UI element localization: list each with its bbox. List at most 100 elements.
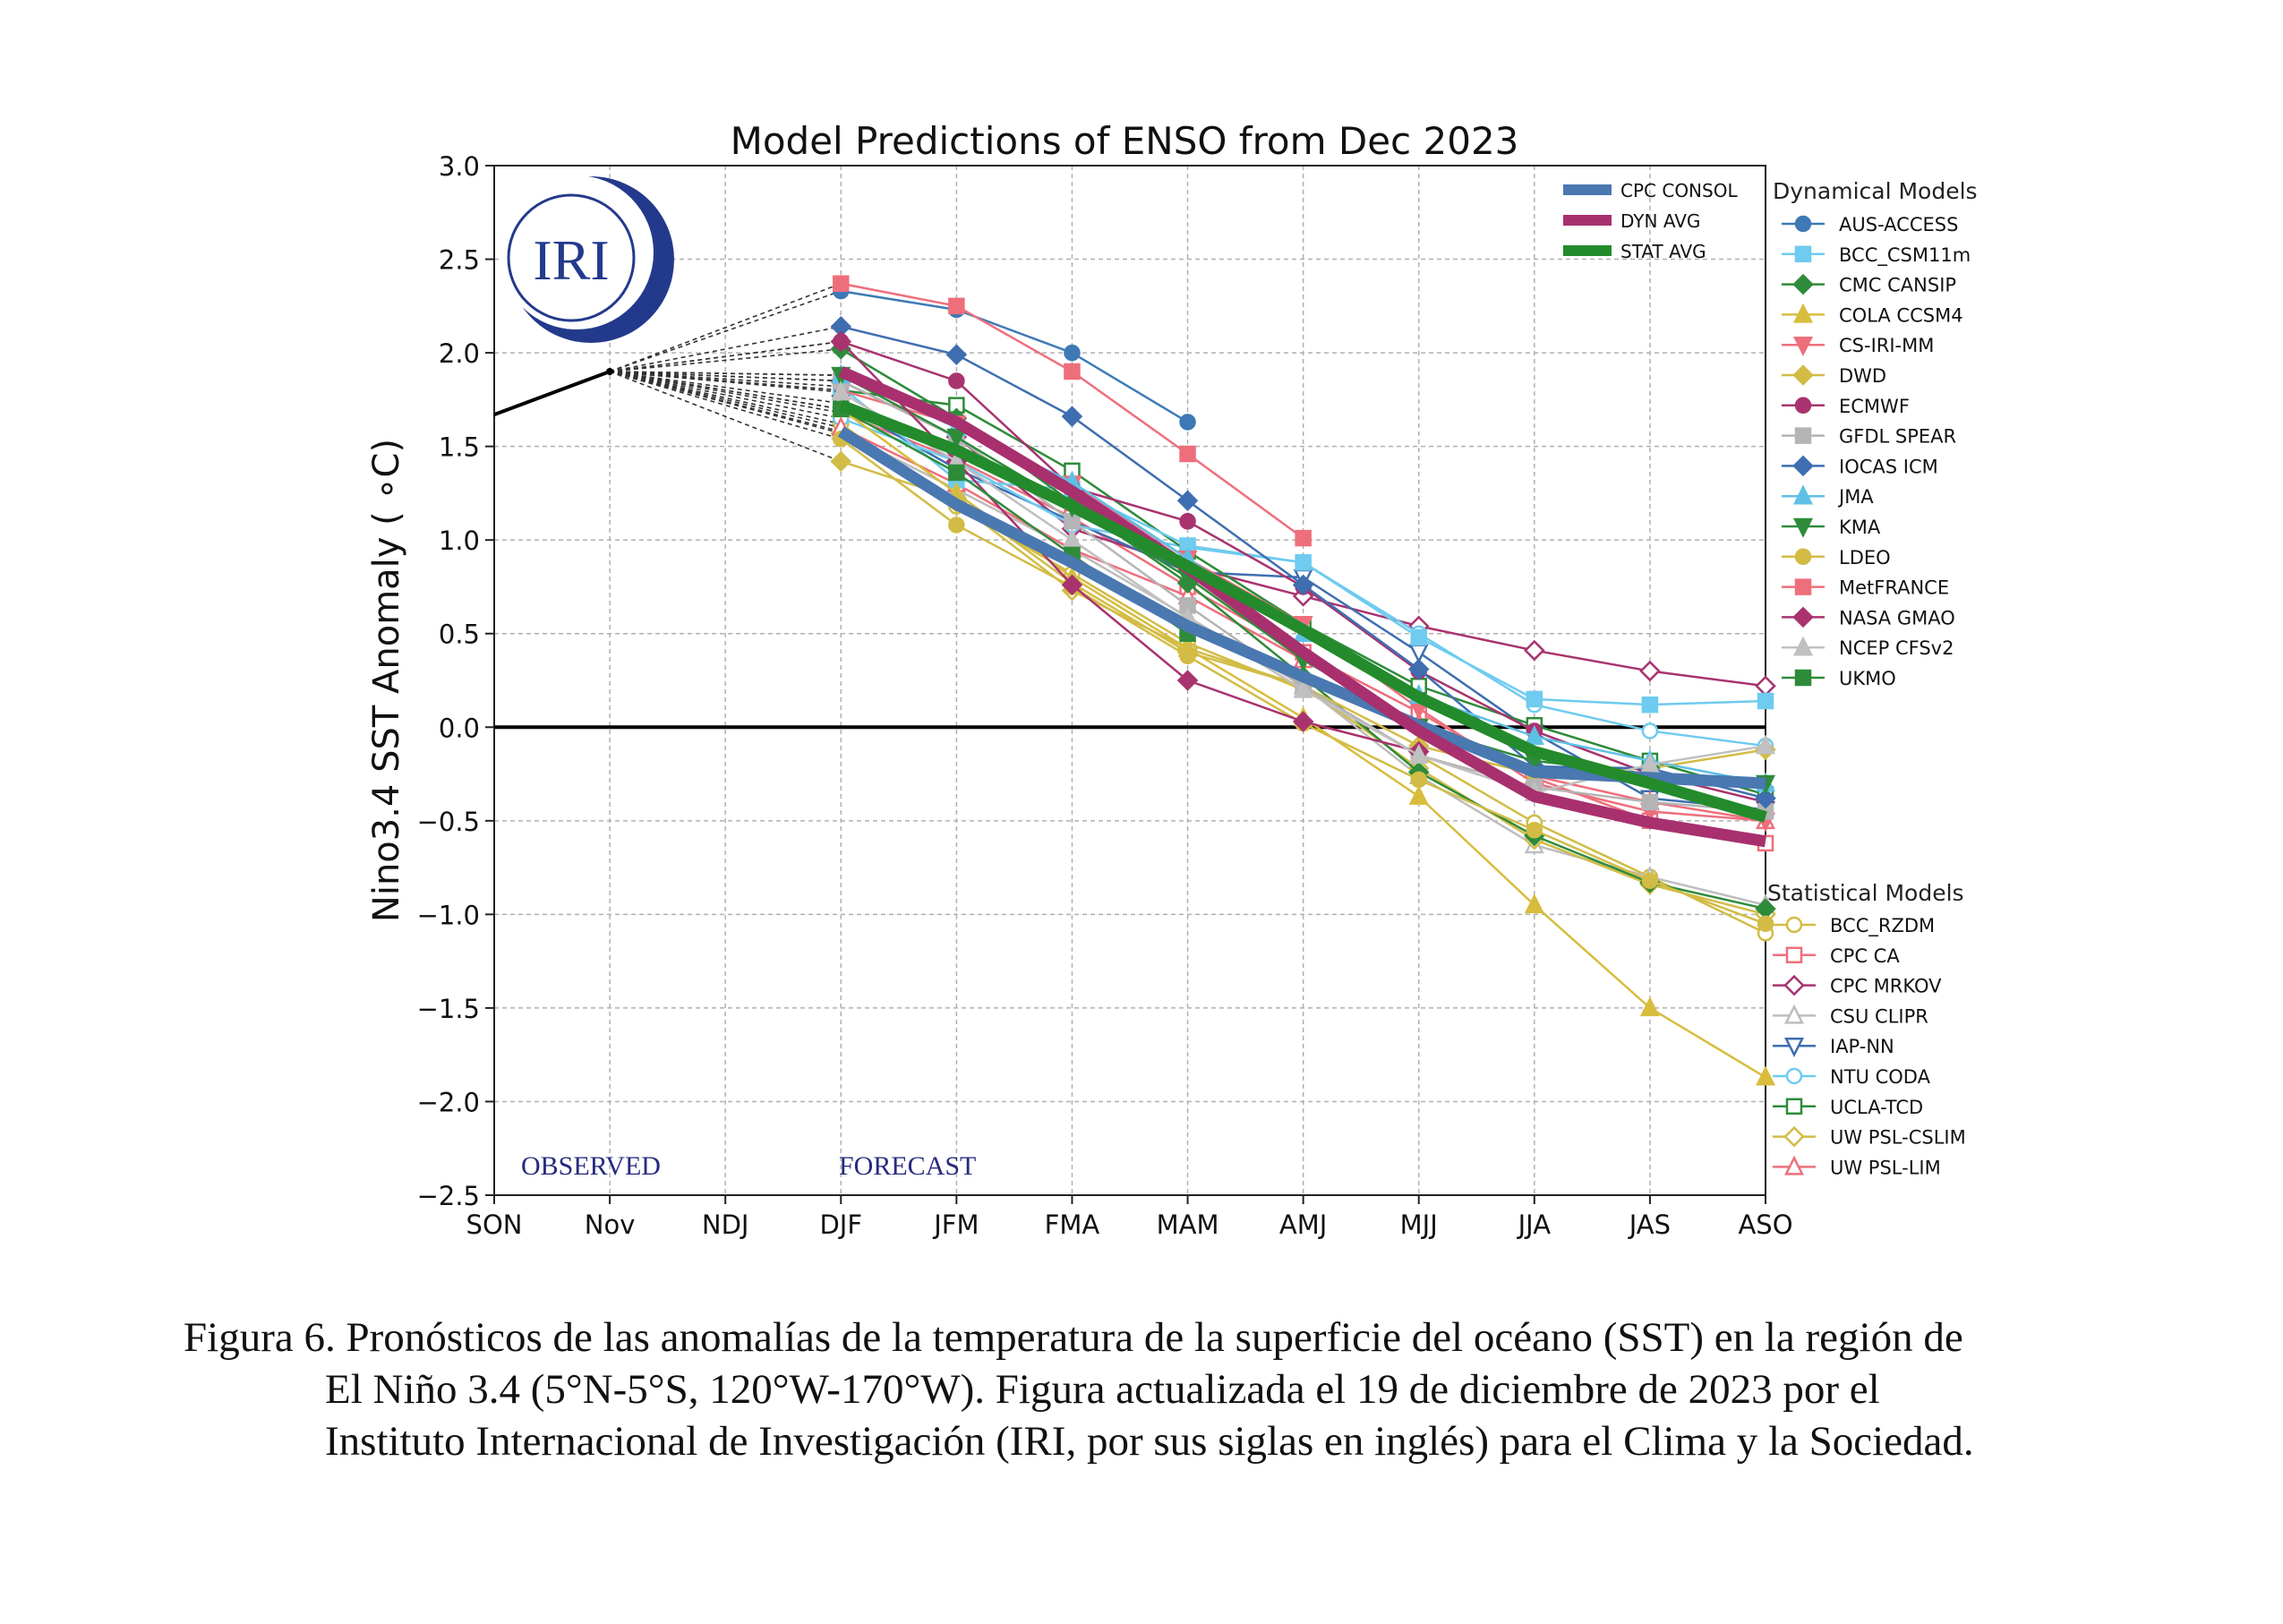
iri-logo-thin-ring <box>507 193 636 322</box>
connector-nasa-gmao <box>609 340 842 372</box>
connector-cs-iri-mm <box>610 371 842 391</box>
point-bcc-csm11m-aso <box>1757 692 1774 710</box>
figure-caption: Figura 6. Pronósticos de las anomalías d… <box>184 1312 2135 1467</box>
caption-line-2: El Niño 3.4 (5°N-5°S, 120°W-170°W). Figu… <box>325 1366 1880 1413</box>
point-nasa-gmao-mam <box>1176 670 1199 691</box>
iri-logo-text: IRI <box>533 228 609 292</box>
consensus-legend: CPC CONSOL DYN AVG STAT AVG <box>1563 180 1738 262</box>
series-dyn-avg <box>838 366 1767 848</box>
x-tick-label-mjj: MJJ <box>1400 1209 1438 1240</box>
legend-marker-cpc-ca <box>1785 946 1803 964</box>
plot-frame <box>493 165 1766 1196</box>
legend-label-cmc-cansip: CMC CANSIP <box>1839 275 1956 296</box>
legend-marker-ucla-tcd <box>1785 1098 1803 1115</box>
connector-bcc-rzdm <box>609 371 842 425</box>
point-dwd-djf <box>830 450 852 473</box>
connector-aus-access <box>609 290 842 372</box>
point-ecmwf-jfm <box>948 372 965 389</box>
point-ukmo-jfm <box>948 464 965 482</box>
y-tick-label-10: −2.0 <box>417 1087 480 1117</box>
y-tick-label-1: 2.5 <box>439 245 480 276</box>
dynamical-legend-title: Dynamical Models <box>1773 178 1978 204</box>
point-iocas-icm-fma <box>1061 406 1083 427</box>
connector-ukmo <box>609 371 842 410</box>
point-cpc-mrkov-jja <box>1524 639 1545 662</box>
observed-point-nov <box>606 368 614 375</box>
legend-label-cs-iri-mm: CS-IRI-MM <box>1839 335 1934 356</box>
x-tick-label-jfm: JFM <box>932 1209 979 1240</box>
y-tick-label-9: −1.5 <box>417 994 480 1024</box>
legend-marker-bcc-rzdm <box>1785 916 1803 934</box>
legend-marker-ntu-coda <box>1785 1067 1803 1085</box>
point-aus-access-mam <box>1179 414 1196 431</box>
point-cpc-mrkov-aso <box>1755 675 1776 697</box>
x-tick-label-nov: Nov <box>585 1209 636 1240</box>
point-metfrance-amj <box>1295 529 1312 547</box>
chart-title: Model Predictions of ENSO from Dec 2023 <box>731 119 1519 163</box>
point-nasa-gmao-djf <box>830 330 852 353</box>
point-metfrance-jfm <box>948 297 965 315</box>
iri-logo: IRI <box>500 175 674 343</box>
dynamical-legend: AUS-ACCESS BCC_CSM11m CMC CANSIP COLA CCSM4… <box>1782 214 1971 689</box>
legend-label-gfdl-spear: GFDL SPEAR <box>1839 426 1956 448</box>
point-cpc-mrkov-jas <box>1639 660 1661 682</box>
x-tick-label-fma: FMA <box>1045 1209 1100 1240</box>
point-iocas-icm-mam <box>1176 490 1199 512</box>
forecast-label: FORECAST <box>839 1151 976 1181</box>
consensus-series <box>837 366 1767 848</box>
point-ncep-cfsv2-mjj <box>1408 743 1429 764</box>
point-bcc-csm11m-jas <box>1641 696 1659 714</box>
point-cola-ccsm4-jja <box>1524 893 1544 914</box>
legend-label-cpc-mrkov: CPC MRKOV <box>1830 976 1942 997</box>
y-tick-label-8: −1.0 <box>417 900 480 930</box>
legend-label-csu-clipr: CSU CLIPR <box>1830 1005 1928 1027</box>
statistical-legend: BCC_RZDM CPC CA CPC MRKOV CSU CLIPR IAP-NN NT… <box>1773 915 1966 1178</box>
legend-label-cpc-consol: CPC CONSOL <box>1620 180 1738 201</box>
y-tick-label-7: −0.5 <box>417 807 480 837</box>
legend-marker-csu-clipr <box>1783 1004 1805 1024</box>
legend-marker-ldeo <box>1794 548 1812 566</box>
legend-marker-nasa-gmao <box>1792 606 1814 628</box>
connector-iap-nn <box>609 371 842 405</box>
legend-label-jma: JMA <box>1837 486 1874 508</box>
connector-metfrance <box>609 282 842 372</box>
legend-marker-iap-nn <box>1783 1037 1805 1057</box>
point-ncep-cfsv2-jas <box>1639 753 1660 774</box>
connector-dwd <box>609 371 842 463</box>
y-tick-label-6: 0.0 <box>439 713 480 743</box>
legend-marker-cola-ccsm4 <box>1792 303 1814 323</box>
point-ldeo-jfm <box>948 517 965 534</box>
x-tick-label-son: SON <box>466 1209 523 1240</box>
caption-line-3: Instituto Internacional de Investigación… <box>325 1418 1974 1465</box>
legend-label-iocas-icm: IOCAS ICM <box>1839 456 1938 477</box>
connector-ntu-coda <box>609 371 842 420</box>
x-tick-label-djf: DJF <box>819 1209 862 1240</box>
legend-label-nasa-gmao: NASA GMAO <box>1839 607 1955 628</box>
legend-label-ecmwf: ECMWF <box>1839 396 1910 417</box>
point-gfdl-spear-jas <box>1641 793 1659 811</box>
point-ldeo-jas <box>1641 872 1659 889</box>
model-series <box>609 275 1776 1086</box>
legend-marker-ecmwf <box>1794 397 1812 415</box>
point-iocas-icm-amj <box>1292 574 1314 596</box>
point-ncep-cfsv2-djf <box>831 380 851 401</box>
legend-marker-ncep-cfsv2 <box>1792 636 1814 656</box>
line-aus-access <box>841 289 1189 423</box>
y-tick-label-11: −2.5 <box>417 1181 480 1211</box>
grid-lines <box>494 166 1766 1195</box>
point-ldeo-mam <box>1179 647 1196 665</box>
y-tick-label-3: 1.5 <box>439 432 480 463</box>
tick-labels: 3.0 2.5 2.0 1.5 1.0 0.5 0.0 −0.5 −1.0 −1.5 −2.0 −2.… <box>417 151 1793 1240</box>
y-axis-label: Nino3.4 SST Anomaly ( ∘C) <box>366 439 407 922</box>
connector-ncep-cfsv2 <box>610 371 842 393</box>
enso-chart: Model Predictions of ENSO from Dec 2023 … <box>366 119 1978 1240</box>
point-ldeo-mjj <box>1410 771 1427 789</box>
y-tick-label-0: 3.0 <box>439 151 480 182</box>
point-iocas-icm-jfm <box>945 344 968 365</box>
legend-label-dwd: DWD <box>1839 365 1886 387</box>
statistical-legend-title: Statistical Models <box>1767 880 1964 906</box>
point-kma-jfm <box>946 428 967 449</box>
point-cola-ccsm4-aso <box>1755 1065 1776 1086</box>
series-stat-avg <box>838 399 1767 823</box>
legend-label-stat-avg: STAT AVG <box>1620 241 1706 262</box>
